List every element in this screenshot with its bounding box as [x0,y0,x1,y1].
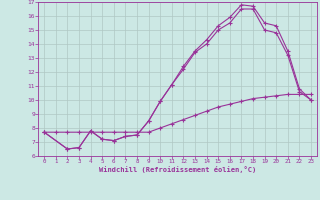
X-axis label: Windchill (Refroidissement éolien,°C): Windchill (Refroidissement éolien,°C) [99,166,256,173]
